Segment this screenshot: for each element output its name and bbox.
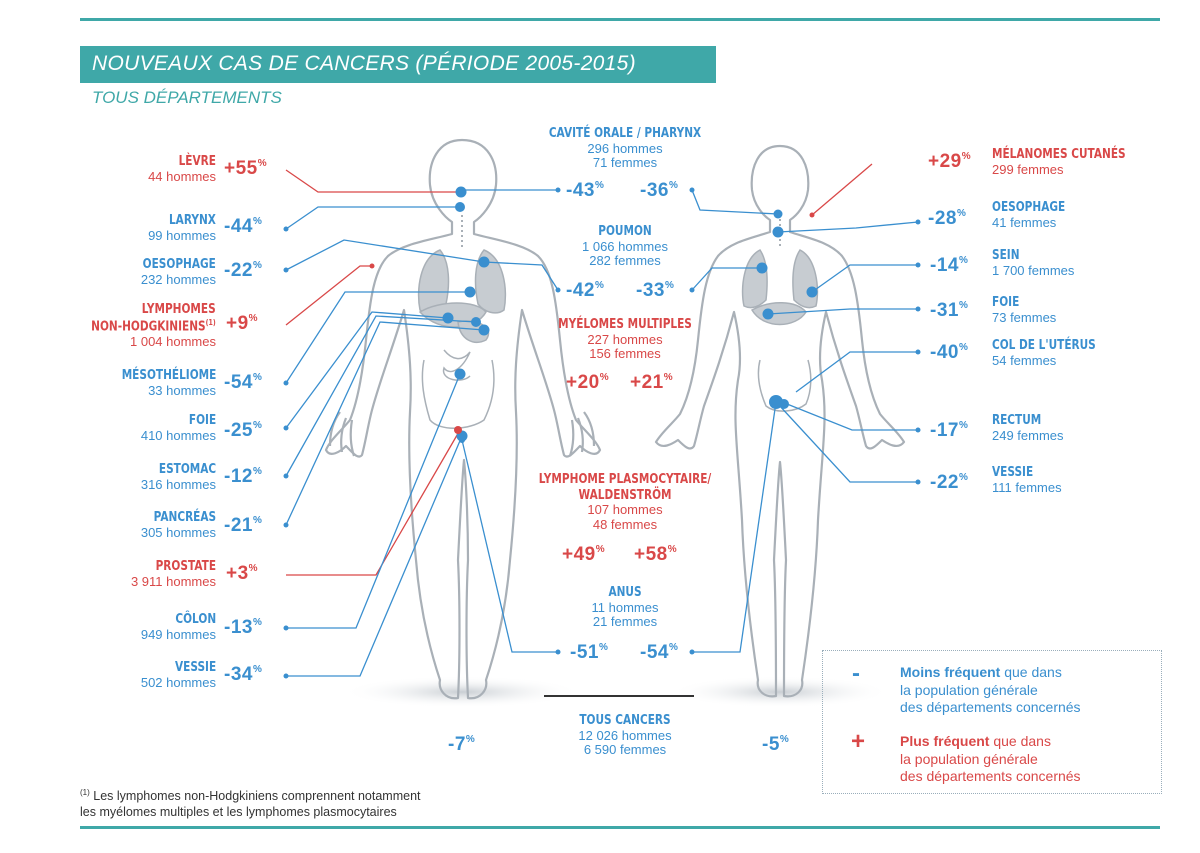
men-pct-pancreas: -21% xyxy=(224,515,262,536)
shared-pct-men-poumon: -42% xyxy=(566,280,604,301)
shared-pct-women-anus: -54% xyxy=(640,642,678,663)
label-anchor-dots xyxy=(283,187,921,679)
shared-label-poumon: Poumon 1 066 hommes 282 femmes xyxy=(582,223,668,269)
all-cancers-pct-men: -7% xyxy=(448,734,475,755)
men-pct-vessie: -34% xyxy=(224,664,262,685)
women-pct-sein: -14% xyxy=(930,255,968,276)
shared-pct-men-anus: -51% xyxy=(570,642,608,663)
women-pct-melanomes: +29% xyxy=(928,151,971,172)
women-pct-foie: -31% xyxy=(930,300,968,321)
men-label-prostate: Prostate 3 911 hommes xyxy=(130,558,216,589)
legend xyxy=(822,650,1162,794)
women-label-oesophage: Oesophage 41 femmes xyxy=(992,199,1066,230)
women-pct-vessie: -22% xyxy=(930,472,968,493)
women-label-vessie: Vessie 111 femmes xyxy=(992,464,1062,495)
men-label-levre: Lèvre 44 hommes xyxy=(148,153,216,184)
shared-label-myelomes: Myélomes multiples 227 hommes 156 femmes xyxy=(558,316,692,362)
all-cancers-label: Tous cancers 12 026 hommes 6 590 femmes xyxy=(578,712,672,758)
legend-plus-sign: + xyxy=(851,728,866,755)
organ-dots xyxy=(442,186,818,443)
all-cancers-pct-women: -5% xyxy=(762,734,789,755)
men-label-vessie: Vessie 502 hommes xyxy=(140,659,216,690)
shared-pct-men-lymphome-plasmocytaire: +49% xyxy=(562,544,605,565)
men-pct-lymphomes: +9% xyxy=(226,313,258,334)
men-pct-mesotheliome: -54% xyxy=(224,372,262,393)
shared-pct-women-myelomes: +21% xyxy=(630,372,673,393)
page-subtitle: TOUS DÉPARTEMENTS xyxy=(92,88,282,107)
women-label-sein: Sein 1 700 femmes xyxy=(992,247,1075,278)
men-pct-foie: -25% xyxy=(224,420,262,441)
male-prostate-dot xyxy=(454,426,462,434)
shared-pct-men-myelomes: +20% xyxy=(566,372,609,393)
men-pct-colon: -13% xyxy=(224,617,262,638)
shared-label-lymphome-plasmocytaire: Lymphome plasmocytaire/Waldenström 107 ho… xyxy=(538,471,712,532)
top-rule xyxy=(80,18,1160,21)
male-floor-shadow xyxy=(342,676,582,708)
men-label-colon: Côlon 949 hommes xyxy=(140,611,216,642)
all-cancers-separator xyxy=(544,695,694,697)
men-label-lymphomes: Lymphomes Non-Hodgkiniens(1) 1 004 hommes xyxy=(91,301,216,349)
female-silhouette xyxy=(654,144,906,698)
male-leader-lines xyxy=(285,169,485,677)
men-label-foie: Foie 410 hommes xyxy=(140,412,216,443)
legend-minus-text: Moins fréquent que dans la population gén… xyxy=(900,664,1081,715)
men-label-oesophage: Oesophage 232 hommes xyxy=(140,256,216,287)
female-organs xyxy=(741,249,819,412)
men-label-pancreas: Pancréas 305 hommes xyxy=(140,509,216,540)
footnote: (1) Les lymphomes non-Hodgkiniens compre… xyxy=(80,788,421,820)
female-floor-shadow xyxy=(670,676,890,708)
women-pct-col-uterus: -40% xyxy=(930,342,968,363)
shared-pct-women-poumon: -33% xyxy=(636,280,674,301)
men-label-estomac: Estomac 316 hommes xyxy=(140,461,216,492)
women-pct-oesophage: -28% xyxy=(928,208,966,229)
men-pct-prostate: +3% xyxy=(226,563,258,584)
women-label-col-uterus: Col de l'utérus 54 femmes xyxy=(992,337,1096,368)
page-title: NOUVEAUX CAS DE CANCERS (PÉRIODE 2005-20… xyxy=(92,52,636,75)
women-label-melanomes: Mélanomes cutanés 299 femmes xyxy=(992,146,1126,177)
title-bar xyxy=(80,46,716,83)
male-organs xyxy=(417,249,507,429)
men-pct-estomac: -12% xyxy=(224,466,262,487)
shared-leader-lines xyxy=(461,189,779,653)
men-pct-oesophage: -22% xyxy=(224,260,262,281)
shared-pct-women-lymphome-plasmocytaire: +58% xyxy=(634,544,677,565)
bottom-rule xyxy=(80,826,1160,829)
women-label-foie: Foie 73 femmes xyxy=(992,294,1057,325)
men-label-mesotheliome: Mésothéliome 33 hommes xyxy=(121,367,216,398)
women-pct-rectum: -17% xyxy=(930,420,968,441)
men-pct-larynx: -44% xyxy=(224,216,262,237)
shared-pct-men-cavite-orale: -43% xyxy=(566,180,604,201)
shared-pct-women-cavite-orale: -36% xyxy=(640,180,678,201)
men-label-larynx: Larynx 99 hommes xyxy=(148,212,216,243)
female-leader-lines xyxy=(767,163,919,483)
shared-label-anus: Anus 11 hommes 21 femmes xyxy=(591,584,659,630)
shared-label-cavite-orale: Cavité orale / pharynx 296 hommes 71 femme… xyxy=(548,125,702,171)
legend-plus-text: Plus fréquent que dans la population géné… xyxy=(900,733,1081,784)
women-label-rectum: Rectum 249 femmes xyxy=(992,412,1064,443)
legend-minus-sign: - xyxy=(852,660,860,687)
men-pct-levre: +55% xyxy=(224,158,267,179)
male-silhouette xyxy=(324,138,602,700)
